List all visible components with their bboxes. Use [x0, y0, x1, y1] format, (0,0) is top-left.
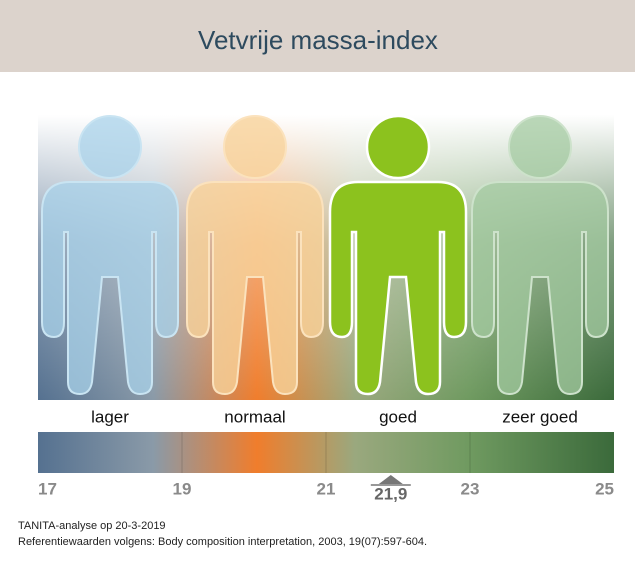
footer-line: Referentiewaarden volgens: Body composit…: [18, 536, 427, 548]
tick-label: 19: [173, 479, 192, 498]
title: Vetvrije massa-index: [198, 25, 438, 55]
marker-label: 21,9: [374, 484, 407, 503]
tick-label: 25: [595, 479, 614, 498]
footer-line: TANITA-analyse op 20-3-2019: [18, 520, 166, 532]
tick-label: 17: [38, 479, 57, 498]
category-label: zeer goed: [502, 407, 578, 426]
category-label: goed: [379, 407, 417, 426]
marker: [378, 475, 403, 484]
tick-label: 21: [317, 479, 336, 498]
header-bar: [0, 0, 635, 72]
category-label: lager: [91, 407, 129, 426]
category-label: normaal: [224, 407, 285, 426]
scale-bar: [38, 432, 614, 473]
tick-label: 23: [461, 479, 480, 498]
